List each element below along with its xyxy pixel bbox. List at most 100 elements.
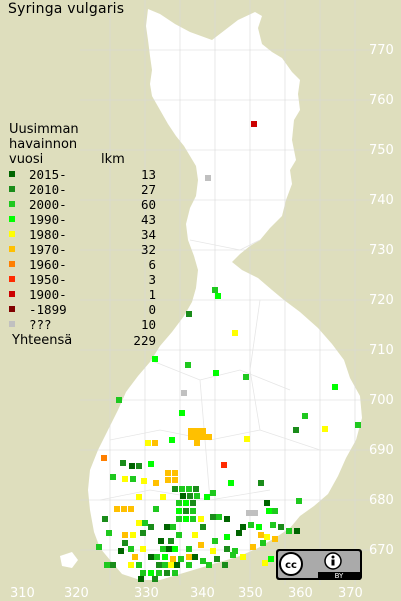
legend-row: 1970- 32 xyxy=(9,242,156,257)
legend-row: 2000- 60 xyxy=(9,197,156,212)
observation-square xyxy=(296,498,302,504)
observation-square xyxy=(355,422,361,428)
x-tick-350: 350 xyxy=(238,586,263,601)
observation-square xyxy=(170,524,176,530)
observation-square xyxy=(322,426,328,432)
observation-square xyxy=(136,520,142,526)
svg-text:cc: cc xyxy=(285,560,297,571)
observation-square xyxy=(172,570,178,576)
observation-square xyxy=(186,486,192,492)
observation-square xyxy=(204,494,210,500)
observation-square xyxy=(120,460,126,466)
cc-by-icon: cc BY xyxy=(276,549,362,580)
observation-square xyxy=(164,570,170,576)
y-tick-680: 680 xyxy=(369,493,394,508)
legend-swatch xyxy=(9,216,15,222)
observation-square xyxy=(181,390,187,396)
observation-square xyxy=(286,528,292,534)
legend-row: 2010- 27 xyxy=(9,182,156,197)
y-tick-750: 750 xyxy=(369,143,394,158)
legend-swatch xyxy=(9,186,15,192)
legend-row-count: 1 xyxy=(148,287,156,302)
observation-square xyxy=(110,562,116,568)
observation-square xyxy=(198,516,204,522)
observation-square xyxy=(183,508,189,514)
observation-square xyxy=(278,524,284,530)
observation-square xyxy=(212,538,218,544)
observation-square xyxy=(240,554,246,560)
observation-square xyxy=(293,427,299,433)
legend-row-label: ??? xyxy=(29,317,52,332)
observation-square xyxy=(145,440,151,446)
observation-square xyxy=(166,546,172,552)
observation-square xyxy=(140,546,146,552)
legend-swatch xyxy=(9,246,15,252)
legend-total-count: 229 xyxy=(133,333,156,348)
observation-square xyxy=(251,121,257,127)
observation-square xyxy=(264,534,270,540)
legend-row-label: 1990- xyxy=(29,212,67,227)
legend-row-label: 1970- xyxy=(29,242,67,257)
legend-swatch xyxy=(9,171,15,177)
observation-square xyxy=(101,455,107,461)
y-tick-labels: 770 760 750 740 730 720 710 700 690 680 … xyxy=(369,43,394,558)
observation-square xyxy=(236,530,242,536)
observation-square xyxy=(194,493,200,499)
observation-square xyxy=(160,494,166,500)
observation-square xyxy=(128,506,134,512)
observation-square xyxy=(221,462,227,468)
observation-square xyxy=(165,470,171,476)
legend-row-label: 2010- xyxy=(29,182,67,197)
observation-square xyxy=(224,534,230,540)
legend-swatch xyxy=(9,306,15,312)
observation-square xyxy=(148,554,154,560)
legend-row-label: 2000- xyxy=(29,197,67,212)
observation-square xyxy=(136,562,142,568)
observation-square xyxy=(176,516,182,522)
observation-square xyxy=(140,570,146,576)
observation-square xyxy=(156,562,162,568)
observation-square xyxy=(130,476,136,482)
observation-square xyxy=(152,356,158,362)
observation-square xyxy=(160,546,166,552)
observation-square xyxy=(206,562,212,568)
legend-row-label: 2015- xyxy=(29,167,67,182)
observation-square xyxy=(168,562,174,568)
observation-square xyxy=(185,362,191,368)
observation-square xyxy=(188,434,194,440)
observation-square xyxy=(268,556,274,562)
observation-square xyxy=(176,532,182,538)
observation-square xyxy=(136,494,142,500)
observation-square xyxy=(194,440,200,446)
observation-square xyxy=(96,544,102,550)
observation-square xyxy=(129,463,135,469)
observation-square xyxy=(141,478,147,484)
legend-row-count: 6 xyxy=(148,257,156,272)
observation-square xyxy=(230,552,236,558)
x-tick-340: 340 xyxy=(190,586,215,601)
observation-square xyxy=(264,500,270,506)
observation-square xyxy=(186,554,192,560)
observation-square xyxy=(266,508,272,514)
species-title: Syringa vulgaris xyxy=(8,1,125,17)
observation-square xyxy=(332,384,338,390)
observation-square xyxy=(164,524,170,530)
y-tick-700: 700 xyxy=(369,393,394,408)
observation-square xyxy=(243,374,249,380)
x-tick-360: 360 xyxy=(288,586,313,601)
observation-square xyxy=(222,562,228,568)
observation-square xyxy=(178,556,184,562)
observation-square xyxy=(148,461,154,467)
x-tick-labels: 310 320 330 340 350 360 370 xyxy=(10,586,363,601)
observation-square xyxy=(110,474,116,480)
observation-square xyxy=(162,562,168,568)
legend-swatch xyxy=(9,321,15,327)
observation-square xyxy=(246,510,252,516)
y-tick-730: 730 xyxy=(369,243,394,258)
legend-row: -1899 0 xyxy=(9,302,156,317)
observation-square xyxy=(187,493,193,499)
observation-square xyxy=(228,480,234,486)
observation-square xyxy=(272,508,278,514)
observation-square xyxy=(232,548,238,554)
observation-square xyxy=(190,508,196,514)
